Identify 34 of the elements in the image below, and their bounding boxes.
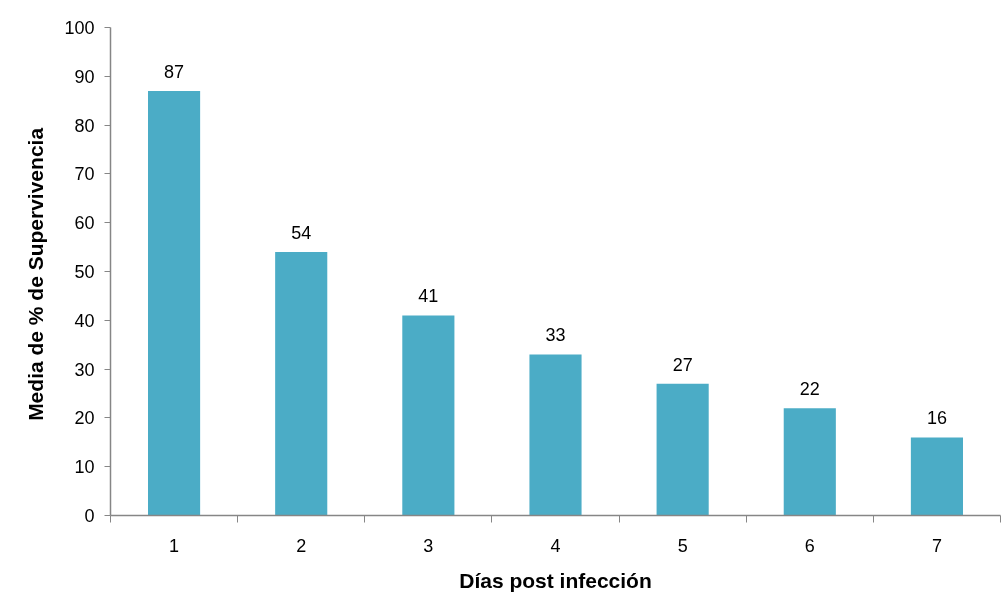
y-tick-label: 50 bbox=[74, 262, 95, 282]
bar bbox=[910, 437, 963, 516]
data-label: 27 bbox=[672, 354, 693, 375]
data-label: 54 bbox=[291, 222, 312, 243]
y-tick-label: 90 bbox=[74, 66, 95, 87]
data-label: 33 bbox=[545, 325, 566, 346]
x-axis-title: Días post infección bbox=[459, 568, 652, 592]
y-tick-label: 40 bbox=[74, 310, 95, 331]
x-tick-label: 4 bbox=[550, 535, 561, 556]
y-tick-label: 80 bbox=[74, 115, 95, 136]
bar bbox=[529, 354, 582, 516]
y-tick-label: 0 bbox=[84, 506, 95, 526]
bar bbox=[783, 408, 836, 516]
y-axis-title: Media de % de Supervivencia bbox=[24, 127, 48, 421]
bar bbox=[148, 90, 201, 516]
data-label: 16 bbox=[926, 408, 947, 429]
y-tick-label: 20 bbox=[74, 408, 95, 429]
y-tick-label: 10 bbox=[74, 457, 95, 478]
x-tick-label: 5 bbox=[677, 535, 688, 556]
x-tick-label: 2 bbox=[296, 535, 307, 556]
x-tick-label: 1 bbox=[169, 535, 180, 556]
y-tick-label: 60 bbox=[74, 213, 95, 234]
y-tick-label: 100 bbox=[64, 18, 95, 38]
y-tick-label: 70 bbox=[74, 164, 95, 185]
y-tick-label: 30 bbox=[74, 359, 95, 380]
bar bbox=[656, 383, 709, 516]
x-tick-label: 3 bbox=[423, 535, 434, 556]
data-label: 41 bbox=[418, 286, 439, 307]
x-tick-label: 6 bbox=[804, 535, 815, 556]
x-tick-label: 7 bbox=[931, 535, 942, 556]
bar bbox=[275, 251, 328, 516]
data-label: 22 bbox=[799, 379, 820, 400]
data-label: 87 bbox=[164, 61, 185, 82]
bar bbox=[402, 315, 455, 516]
